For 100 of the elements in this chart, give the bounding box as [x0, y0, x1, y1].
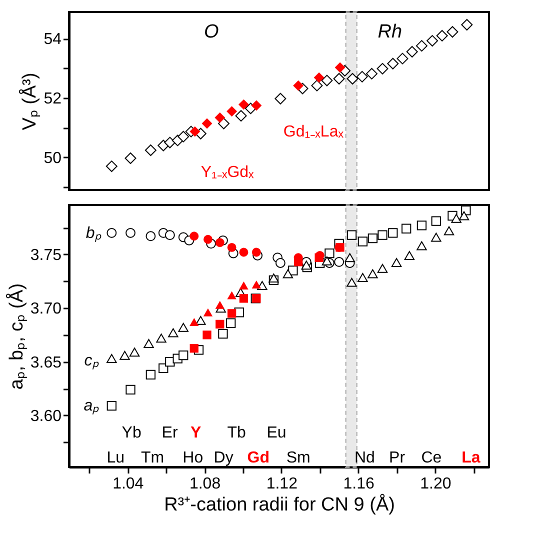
annotation: bₚ: [86, 225, 102, 242]
annotation: Ce: [421, 449, 442, 466]
annotation: Y₁₋ₓGdₓ: [200, 164, 255, 182]
annotation: Lu: [106, 449, 125, 466]
y-tick-label: 50: [44, 150, 62, 167]
y-axis-title: Vₚ (Å³): [18, 72, 41, 130]
point: [282, 269, 294, 278]
point: [214, 112, 226, 123]
annotation: La: [462, 449, 480, 466]
point: [216, 320, 224, 329]
annotation: Tb: [227, 424, 246, 442]
point: [239, 282, 248, 290]
point: [202, 330, 212, 340]
y-axis-title: aₚ, bₚ, cₚ (Å): [5, 283, 28, 390]
point: [218, 118, 230, 130]
point: [239, 248, 248, 257]
point: [227, 309, 236, 318]
point: [346, 230, 357, 240]
point: [368, 269, 378, 278]
point: [106, 354, 117, 364]
point: [190, 344, 198, 353]
annotation: Rh: [378, 22, 402, 43]
point: [344, 253, 355, 262]
point: [387, 58, 399, 70]
point: [156, 334, 166, 343]
point: [274, 92, 286, 104]
annotation: Pr: [389, 449, 406, 466]
point: [227, 291, 236, 300]
point: [416, 241, 427, 250]
x-tick-label: 1.20: [420, 476, 452, 492]
annotation: Gd: [247, 449, 270, 466]
annotation: aₚ: [84, 398, 100, 415]
point: [203, 308, 213, 316]
point: [252, 280, 262, 288]
point: [178, 130, 190, 142]
annotation: Ho: [182, 449, 204, 466]
point: [124, 152, 136, 164]
point: [376, 62, 388, 74]
point: [178, 322, 188, 332]
point: [190, 318, 199, 326]
point: [404, 250, 415, 260]
point: [252, 248, 261, 257]
point: [451, 214, 462, 223]
y-tick-label: 3.70: [30, 300, 62, 318]
x-tick-label: 1.08: [189, 476, 221, 492]
point: [215, 300, 224, 309]
annotation: O: [204, 22, 219, 43]
point: [314, 72, 324, 83]
point: [235, 110, 247, 122]
point: [333, 73, 345, 84]
point: [190, 126, 200, 137]
point: [346, 278, 357, 287]
point: [239, 294, 248, 303]
point: [346, 73, 358, 84]
point: [215, 238, 224, 248]
annotation: Y: [190, 424, 202, 442]
point: [204, 234, 212, 244]
y-tick-label: 3.75: [30, 246, 62, 264]
y-tick-label: 54: [44, 31, 62, 48]
y-tick-label: 3.65: [30, 354, 62, 372]
point: [301, 260, 312, 270]
point: [120, 350, 130, 360]
point: [358, 272, 368, 282]
point: [227, 242, 236, 252]
annotation: Tm: [141, 449, 164, 466]
point: [461, 19, 473, 30]
point: [391, 258, 402, 267]
y-tick-label: 3.60: [30, 408, 62, 425]
x-tick-label: 1.12: [266, 476, 298, 492]
annotation: Er: [162, 424, 178, 442]
point: [436, 30, 448, 42]
annotation: Eu: [266, 424, 286, 442]
point: [129, 348, 140, 357]
x-tick-label: 1.16: [343, 476, 374, 492]
point: [406, 46, 418, 58]
point: [431, 232, 442, 242]
y-tick-label: 52: [44, 90, 62, 108]
point: [334, 62, 346, 73]
point: [322, 256, 332, 266]
point: [202, 118, 212, 129]
point: [168, 328, 178, 338]
point: [226, 106, 238, 117]
annotation: Yb: [122, 424, 142, 442]
point: [190, 232, 199, 241]
point: [446, 26, 458, 38]
annotation: Dy: [214, 449, 234, 466]
point: [196, 316, 206, 325]
point: [377, 264, 388, 273]
point: [293, 80, 304, 91]
annotation: cₚ: [84, 352, 100, 370]
point: [144, 339, 154, 348]
annotation: Gd₁₋ₓLaₓ: [283, 124, 344, 141]
point: [238, 99, 249, 110]
annotation: Nd: [354, 449, 375, 466]
point: [251, 100, 262, 111]
x-tick-label: 1.04: [112, 476, 144, 492]
annotation: Sm: [286, 449, 310, 466]
point: [444, 226, 454, 236]
point: [458, 211, 470, 220]
x-axis-title: R³⁺-cation radii for CN 9 (Å): [164, 494, 395, 516]
